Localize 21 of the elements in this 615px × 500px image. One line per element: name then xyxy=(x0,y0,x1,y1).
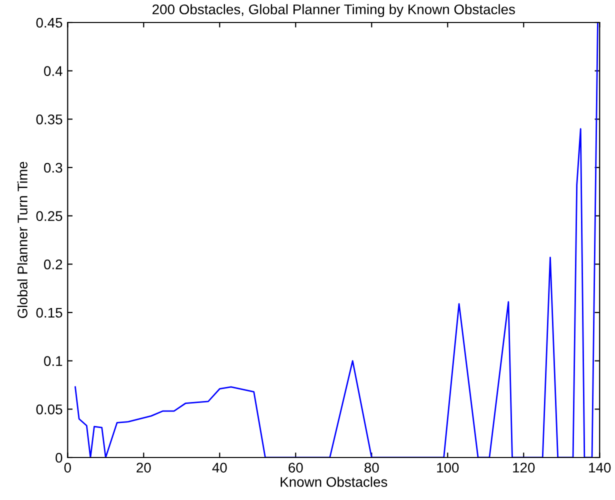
x-tick-label: 60 xyxy=(288,462,303,473)
y-tick-label: 0.2 xyxy=(44,260,62,270)
x-tick-label: 40 xyxy=(212,462,227,473)
y-tick-label: 0.4 xyxy=(44,66,62,76)
x-tick-label: 80 xyxy=(364,462,379,473)
y-axis-title: Global Planner Turn Time xyxy=(17,162,28,318)
x-tick-label: 140 xyxy=(589,462,611,473)
x-tick-label: 100 xyxy=(437,462,459,473)
y-tick-label: 0.3 xyxy=(44,162,62,173)
y-tick-label: 0.45 xyxy=(36,18,62,28)
y-tick-label: 0.35 xyxy=(36,114,62,124)
y-tick-label: 0.25 xyxy=(36,211,62,222)
y-tick-label: 0.05 xyxy=(36,404,62,414)
chart-title: 200 Obstacles, Global Planner Timing by Known Obstacles xyxy=(152,4,515,18)
y-tick-label: 0 xyxy=(56,452,62,463)
y-tick-label: 0.1 xyxy=(44,356,62,366)
x-tick-label: 120 xyxy=(513,462,535,473)
x-tick-label: 20 xyxy=(136,462,151,473)
x-tick-label: 0 xyxy=(64,462,71,473)
x-axis-title: Known Obstacles xyxy=(280,476,388,487)
y-tick-label: 0.15 xyxy=(36,308,62,318)
